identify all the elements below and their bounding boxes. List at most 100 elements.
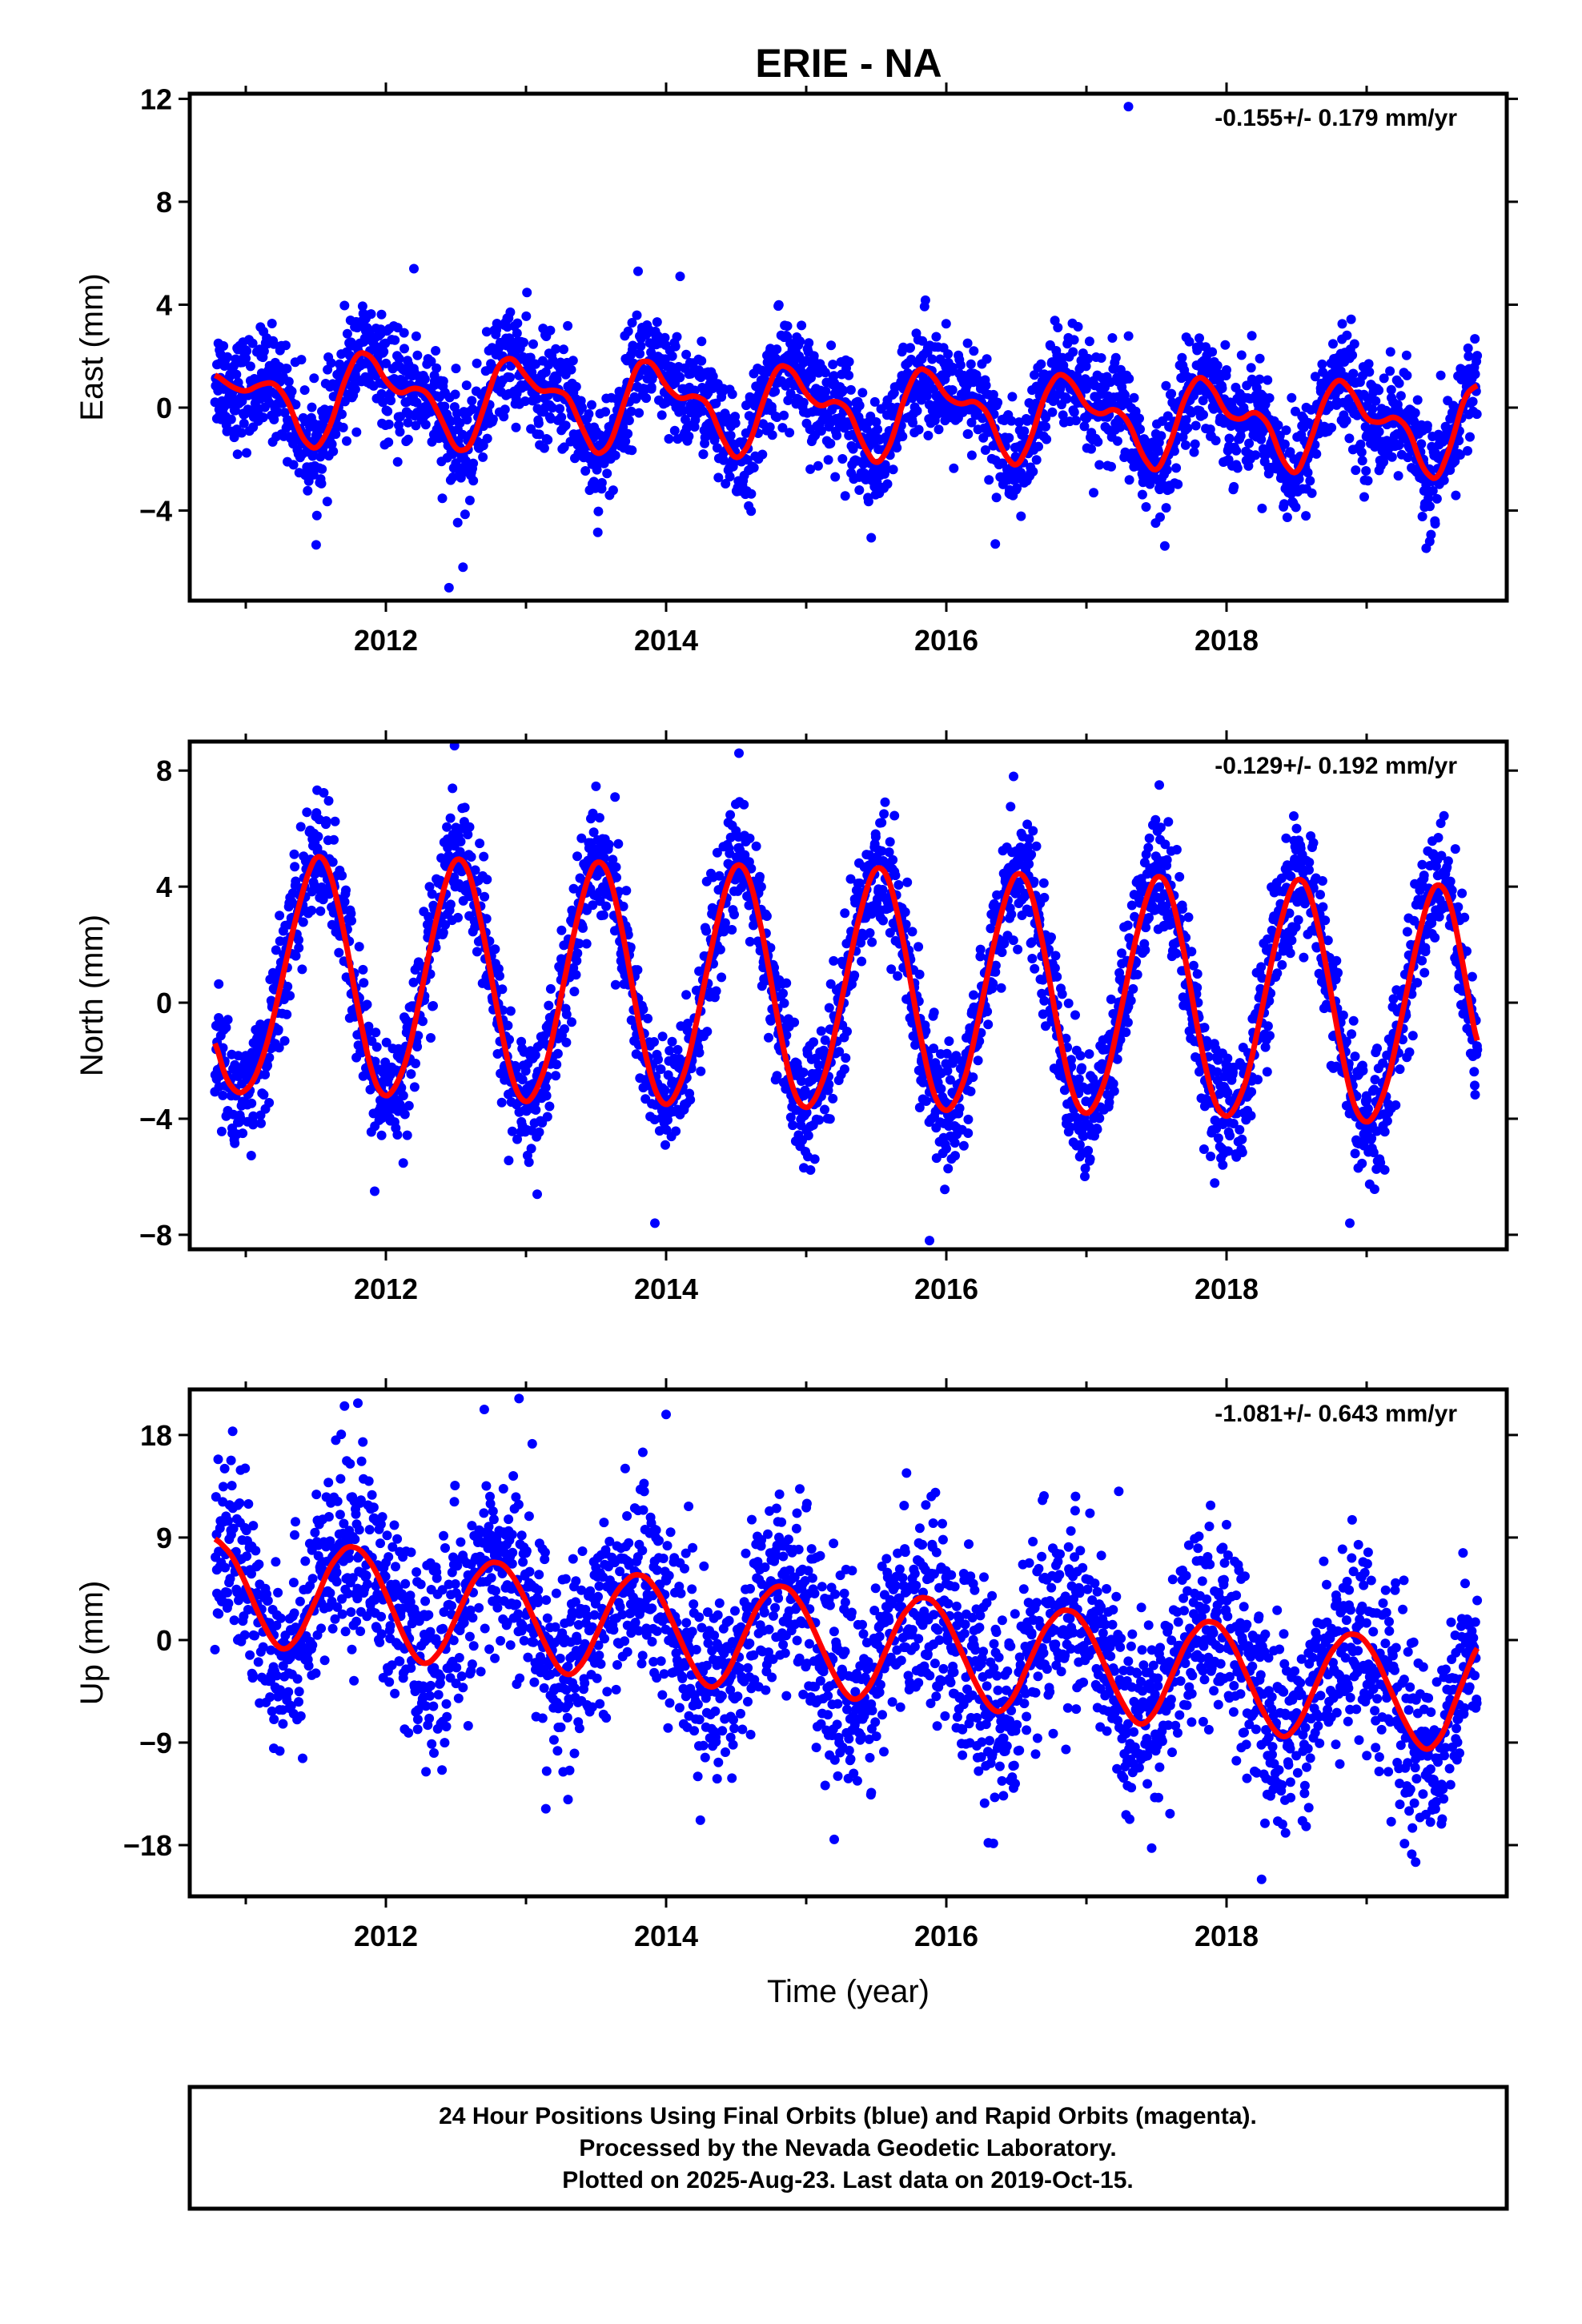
- east-point: [1439, 475, 1449, 485]
- north-point: [1008, 935, 1018, 946]
- east-point: [571, 381, 581, 392]
- east-point: [1162, 411, 1173, 421]
- east-point: [749, 463, 759, 472]
- north-point: [438, 927, 448, 938]
- north-point: [511, 1064, 521, 1074]
- east-point: [395, 427, 405, 437]
- east-point: [804, 338, 814, 348]
- east-point: [1115, 422, 1126, 432]
- east-point: [559, 442, 569, 452]
- east-point: [438, 376, 448, 386]
- east-point: [311, 510, 322, 521]
- north-point: [778, 988, 788, 999]
- east-point: [1379, 373, 1389, 384]
- north-point: [334, 947, 344, 958]
- east-point: [1464, 351, 1474, 361]
- east-point: [1307, 488, 1317, 498]
- east-point: [1251, 450, 1261, 460]
- north-point: [260, 1069, 271, 1080]
- east-point: [708, 372, 718, 381]
- east-point: [966, 417, 977, 428]
- east-point: [1346, 314, 1356, 324]
- north-point: [400, 1109, 410, 1120]
- east-point: [1184, 336, 1195, 347]
- east-point: [941, 319, 951, 329]
- north-point: [315, 906, 326, 916]
- north-point: [907, 927, 917, 937]
- east-point: [1236, 350, 1247, 360]
- east-point: [273, 407, 283, 417]
- east-point: [328, 446, 339, 456]
- east-point: [592, 527, 603, 537]
- north-point: [745, 833, 755, 843]
- north-point: [358, 964, 368, 975]
- east-point: [988, 389, 998, 400]
- east-point: [1036, 359, 1046, 369]
- east-point: [1156, 431, 1166, 441]
- east-point: [635, 348, 645, 359]
- north-point: [493, 963, 504, 974]
- north-point: [449, 872, 460, 883]
- east-point: [531, 359, 540, 369]
- east-point: [984, 475, 994, 485]
- north-point: [480, 891, 490, 902]
- east-point: [1079, 421, 1090, 432]
- east-point: [283, 376, 294, 387]
- east-point: [1287, 392, 1297, 403]
- east-point: [980, 445, 990, 455]
- east-point: [279, 408, 290, 418]
- east-point: [777, 423, 788, 433]
- north-point: [408, 977, 419, 987]
- east-point: [623, 428, 633, 439]
- east-point: [403, 434, 413, 444]
- north-point: [449, 742, 460, 751]
- east-point: [1470, 369, 1480, 380]
- east-point: [1386, 384, 1396, 395]
- east-point: [232, 449, 243, 460]
- east-point: [746, 489, 757, 499]
- east-point: [1422, 420, 1432, 431]
- east-point: [577, 403, 587, 412]
- north-point: [503, 1020, 513, 1031]
- east-point: [1244, 438, 1255, 448]
- north-point: [323, 796, 334, 806]
- east-point: [1030, 370, 1039, 380]
- north-point: [950, 1151, 960, 1161]
- east-point: [947, 385, 958, 395]
- north-point: [1026, 850, 1037, 859]
- north-point: [963, 1128, 974, 1138]
- north-point: [982, 1007, 993, 1017]
- east-point: [1393, 471, 1403, 481]
- north-point: [427, 889, 437, 899]
- north-point: [279, 1035, 290, 1046]
- north-point: [426, 1033, 436, 1043]
- north-point: [880, 797, 890, 807]
- east-point: [593, 506, 604, 517]
- east-point: [602, 468, 612, 479]
- east-xtick-label: 2012: [354, 624, 418, 657]
- east-point: [949, 463, 959, 473]
- east-point: [512, 318, 523, 328]
- north-point: [216, 1126, 227, 1136]
- north-point: [418, 1016, 428, 1027]
- east-point: [782, 321, 793, 332]
- east-point: [1058, 410, 1068, 420]
- north-point: [268, 967, 278, 978]
- east-point: [1211, 436, 1221, 446]
- north-point: [289, 849, 299, 859]
- east-point: [394, 353, 404, 364]
- east-point: [830, 472, 841, 482]
- north-point: [888, 854, 898, 865]
- east-point: [966, 359, 976, 369]
- east-point: [955, 360, 966, 370]
- east-point: [908, 417, 917, 428]
- north-point: [1039, 892, 1050, 903]
- east-point: [296, 355, 307, 365]
- north-point: [1050, 951, 1061, 961]
- north-point: [764, 1032, 773, 1043]
- east-point: [866, 533, 877, 543]
- east-point: [1006, 416, 1017, 426]
- east-point: [412, 397, 422, 408]
- east-point: [521, 311, 532, 321]
- east-point: [444, 582, 454, 593]
